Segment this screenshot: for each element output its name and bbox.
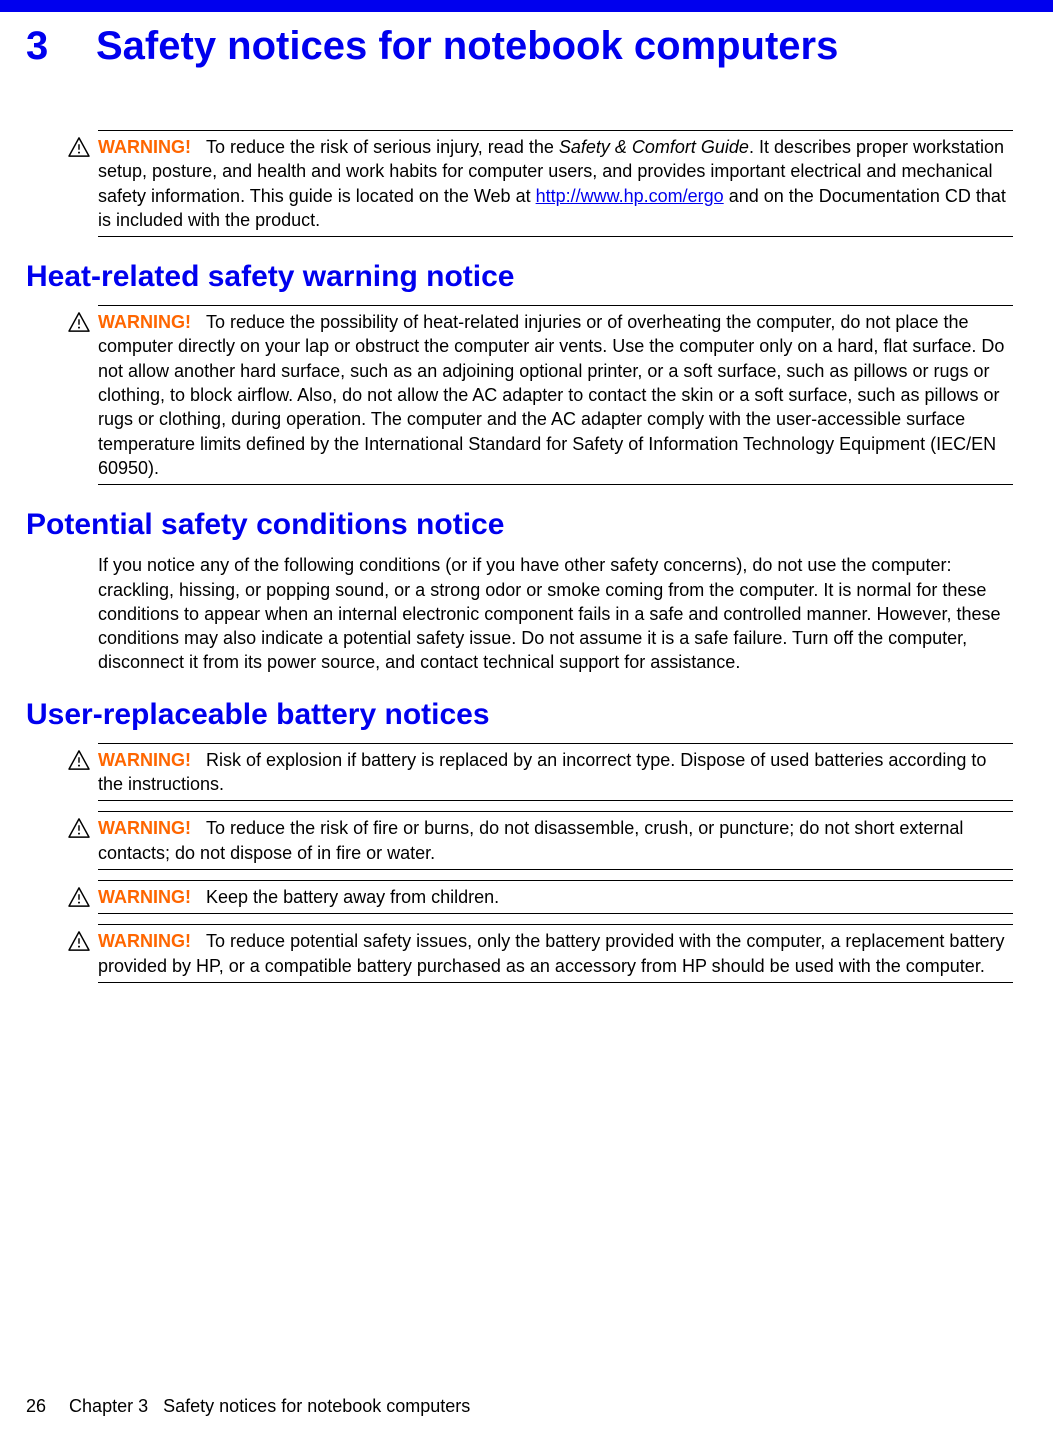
- warning-label: WARNING!: [98, 931, 191, 951]
- warning-heat-text: To reduce the possibility of heat-relate…: [98, 312, 1004, 478]
- warning-battery-3-text: To reduce potential safety issues, only …: [98, 931, 1004, 975]
- warning-battery-2: WARNING! Keep the battery away from chil…: [98, 880, 1013, 914]
- warning-label: WARNING!: [98, 887, 191, 907]
- warning-icon: [68, 137, 90, 157]
- warning-text-italic: Safety & Comfort Guide: [559, 137, 749, 157]
- page-content: 3Safety notices for notebook computers W…: [0, 12, 1053, 983]
- warning-text-pre: To reduce the risk of serious injury, re…: [206, 137, 559, 157]
- warning-icon: [68, 818, 90, 838]
- warning-icon: [68, 312, 90, 332]
- heading-heat: Heat-related safety warning notice: [26, 259, 1013, 295]
- footer-chapter-label: Chapter 3: [69, 1396, 148, 1416]
- warning-intro: WARNING! To reduce the risk of serious i…: [98, 130, 1013, 237]
- chapter-number: 3: [26, 22, 96, 70]
- page-number: 26: [26, 1396, 46, 1416]
- warning-battery-0-text: Risk of explosion if battery is replaced…: [98, 750, 986, 794]
- top-accent-bar: [0, 0, 1053, 12]
- warning-battery-1: WARNING! To reduce the risk of fire or b…: [98, 811, 1013, 870]
- heading-potential: Potential safety conditions notice: [26, 507, 1013, 543]
- page-footer: 26 Chapter 3 Safety notices for notebook…: [26, 1396, 470, 1417]
- warning-label: WARNING!: [98, 312, 191, 332]
- warning-battery-0: WARNING! Risk of explosion if battery is…: [98, 743, 1013, 802]
- warning-battery-2-text: Keep the battery away from children.: [206, 887, 499, 907]
- warning-label: WARNING!: [98, 750, 191, 770]
- footer-chapter-title: Safety notices for notebook computers: [163, 1396, 470, 1416]
- chapter-title-text: Safety notices for notebook computers: [96, 24, 838, 68]
- warning-icon: [68, 887, 90, 907]
- warning-icon: [68, 750, 90, 770]
- warning-label: WARNING!: [98, 818, 191, 838]
- heading-battery: User-replaceable battery notices: [26, 697, 1013, 733]
- warning-label: WARNING!: [98, 137, 191, 157]
- ergo-link[interactable]: http://www.hp.com/ergo: [536, 186, 724, 206]
- potential-text: If you notice any of the following condi…: [98, 553, 1013, 674]
- warning-heat: WARNING! To reduce the possibility of he…: [98, 305, 1013, 485]
- chapter-title: 3Safety notices for notebook computers: [26, 22, 1013, 70]
- warning-battery-1-text: To reduce the risk of fire or burns, do …: [98, 818, 963, 862]
- warning-icon: [68, 931, 90, 951]
- warning-battery-3: WARNING! To reduce potential safety issu…: [98, 924, 1013, 983]
